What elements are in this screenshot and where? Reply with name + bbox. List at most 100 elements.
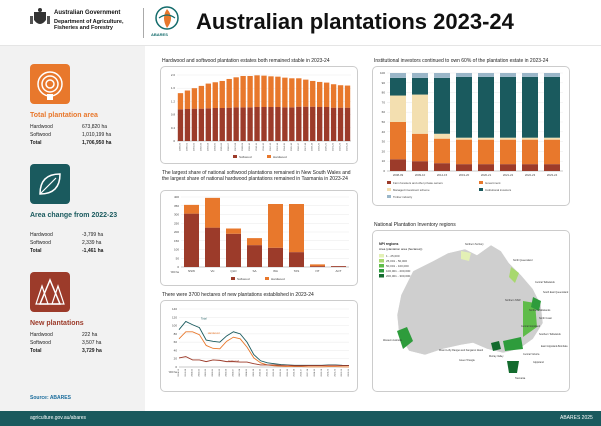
ownership-chart: 0 10 20 30 40 50 60 70 80 90 100 2008-09 2009-10 2014… [380, 71, 563, 199]
bar-softwood [184, 108, 191, 141]
bar-softwood [240, 107, 246, 141]
x-tick-label: ACT [336, 269, 342, 273]
x-tick-label: 2014-15 [284, 142, 286, 151]
y-tick-label: 20 [174, 357, 178, 361]
forest-icon [35, 278, 65, 305]
stack-segment [456, 73, 472, 77]
stack-segment [522, 137, 538, 140]
map-legend-swatch [379, 264, 384, 268]
bar-hardwood [330, 84, 337, 108]
bar-hardwood [177, 93, 184, 110]
x-tick-label: 2022-23 [340, 142, 342, 151]
y-tick-label: 0 [177, 265, 179, 269]
y-tick-label: 200 [174, 230, 179, 234]
x-tick-label: 2013-14 [280, 368, 282, 376]
x-tick-label: 2014-15 [287, 368, 289, 376]
legend-swatch [479, 188, 483, 191]
legend-label: Timber industry [393, 195, 413, 199]
bar-hardwood [254, 75, 260, 108]
bar-hardwood [282, 77, 288, 108]
x-tick-label: 2021-22 [334, 368, 336, 376]
bar-softwood [226, 233, 241, 267]
stack-segment [500, 139, 516, 165]
x-tick-label: 2005-06 [226, 368, 228, 376]
bar-softwood [275, 107, 281, 141]
x-tick-label: 2003-04 [212, 368, 214, 376]
map-region-label: South East Queensland [543, 291, 569, 294]
npi-map: NPI regions Area (plantation area (hecta… [379, 242, 569, 380]
stack-segment [544, 73, 560, 77]
legend-swatch [231, 277, 235, 280]
region-east-coast [523, 301, 537, 337]
x-tick-label: 1998-99 [178, 368, 180, 376]
bar-hardwood [344, 85, 351, 108]
y-tick-label: 140 [172, 307, 177, 311]
x-tick-label: 2019-20 [459, 173, 470, 177]
y-tick-label: 60 [174, 340, 178, 344]
bar-hardwood [184, 204, 199, 214]
bar-hardwood [205, 197, 220, 228]
legend-label: Government [485, 181, 501, 185]
x-tick-label: 1999-00 [185, 368, 187, 376]
x-tick-label: 2011-12 [263, 142, 265, 151]
stack-segment [478, 164, 494, 171]
map-region-label: Central Tablelands [535, 281, 556, 284]
stack-segment [390, 77, 406, 96]
bar-hardwood [275, 76, 281, 108]
y-tick-label: 90 [382, 81, 386, 85]
stack-segment [522, 139, 538, 165]
y-tick-label: 0 [383, 169, 385, 173]
x-tick-label: 2004-05 [214, 142, 216, 151]
x-tick-label: 2021-22 [333, 142, 335, 151]
region-vic [503, 337, 523, 351]
bar-softwood [247, 107, 253, 141]
x-tick-label: WA [273, 269, 278, 273]
new-row-hardwood: Hardwood 222 ha [30, 332, 98, 338]
y-tick-label: 80 [174, 332, 178, 336]
map-region-label: East Gippsland-Bombala [541, 345, 568, 348]
map-legend-swatch [379, 254, 384, 258]
stack-segment [412, 161, 428, 171]
panel-new: 0 20 40 60 80 100 120 140 '000 ha Total Hardwood So… [160, 300, 358, 392]
y-tick-label: 150 [174, 239, 179, 243]
panel-states: 0 50 100 150 200 250 300 350 400 '000 ha NSW Vic QLD… [160, 190, 358, 286]
page-header: Australian Government Department of Agri… [0, 0, 601, 46]
bar-softwood [233, 107, 239, 141]
legend-label: Softwood [239, 155, 252, 159]
stack-segment [522, 76, 538, 138]
x-tick-label: SA [252, 269, 256, 273]
bar-hardwood [268, 76, 274, 108]
legend-label: Farm foresters and other private owners [393, 181, 443, 185]
bar-hardwood [205, 83, 211, 109]
stack-segment [478, 139, 494, 165]
bar-softwood [212, 108, 218, 141]
x-tick-label: 2012-13 [270, 142, 272, 151]
legend-label: Institutional investors [485, 188, 512, 192]
x-tick-label: 2006-07 [232, 368, 234, 376]
stack-segment [522, 164, 538, 171]
region-nt [461, 251, 471, 261]
caption-ownership: Institutional investors continued to own… [374, 58, 549, 64]
bar-softwood [184, 213, 199, 267]
map-region-label: Murray Valley [489, 355, 504, 358]
bar-hardwood [184, 90, 191, 109]
x-tick-label: 2018-19 [312, 142, 314, 151]
bar-hardwood [337, 85, 344, 108]
gov-line2: Department of Agriculture, Fisheries and… [54, 19, 124, 31]
bar-softwood [296, 106, 302, 141]
x-tick-label: 2006-07 [228, 142, 230, 151]
sidebar: Total plantation area Hardwood 673,820 ha… [0, 46, 145, 411]
bar-hardwood [268, 204, 283, 248]
map-legend-label: 1 - 25,000 [386, 254, 400, 258]
new-row-total: Total 3,729 ha [30, 348, 102, 354]
footer-url[interactable]: agriculture.gov.au/abares [30, 415, 87, 421]
x-tick-label: 2000-01 [192, 368, 194, 376]
map-legend-label: 25,001 - 50,000 [386, 259, 407, 263]
map-region-label: Mount Lofty Ranges and Kangaroo Island [439, 349, 484, 352]
legend-label: Hardwood [273, 155, 287, 159]
x-tick-label: 2017-18 [307, 368, 309, 376]
x-tick-label: 2016-17 [298, 142, 300, 151]
map-region-label: Northern Territory [465, 243, 484, 246]
map-region-label: Central Victoria [523, 353, 540, 356]
stack-segment [456, 139, 472, 165]
